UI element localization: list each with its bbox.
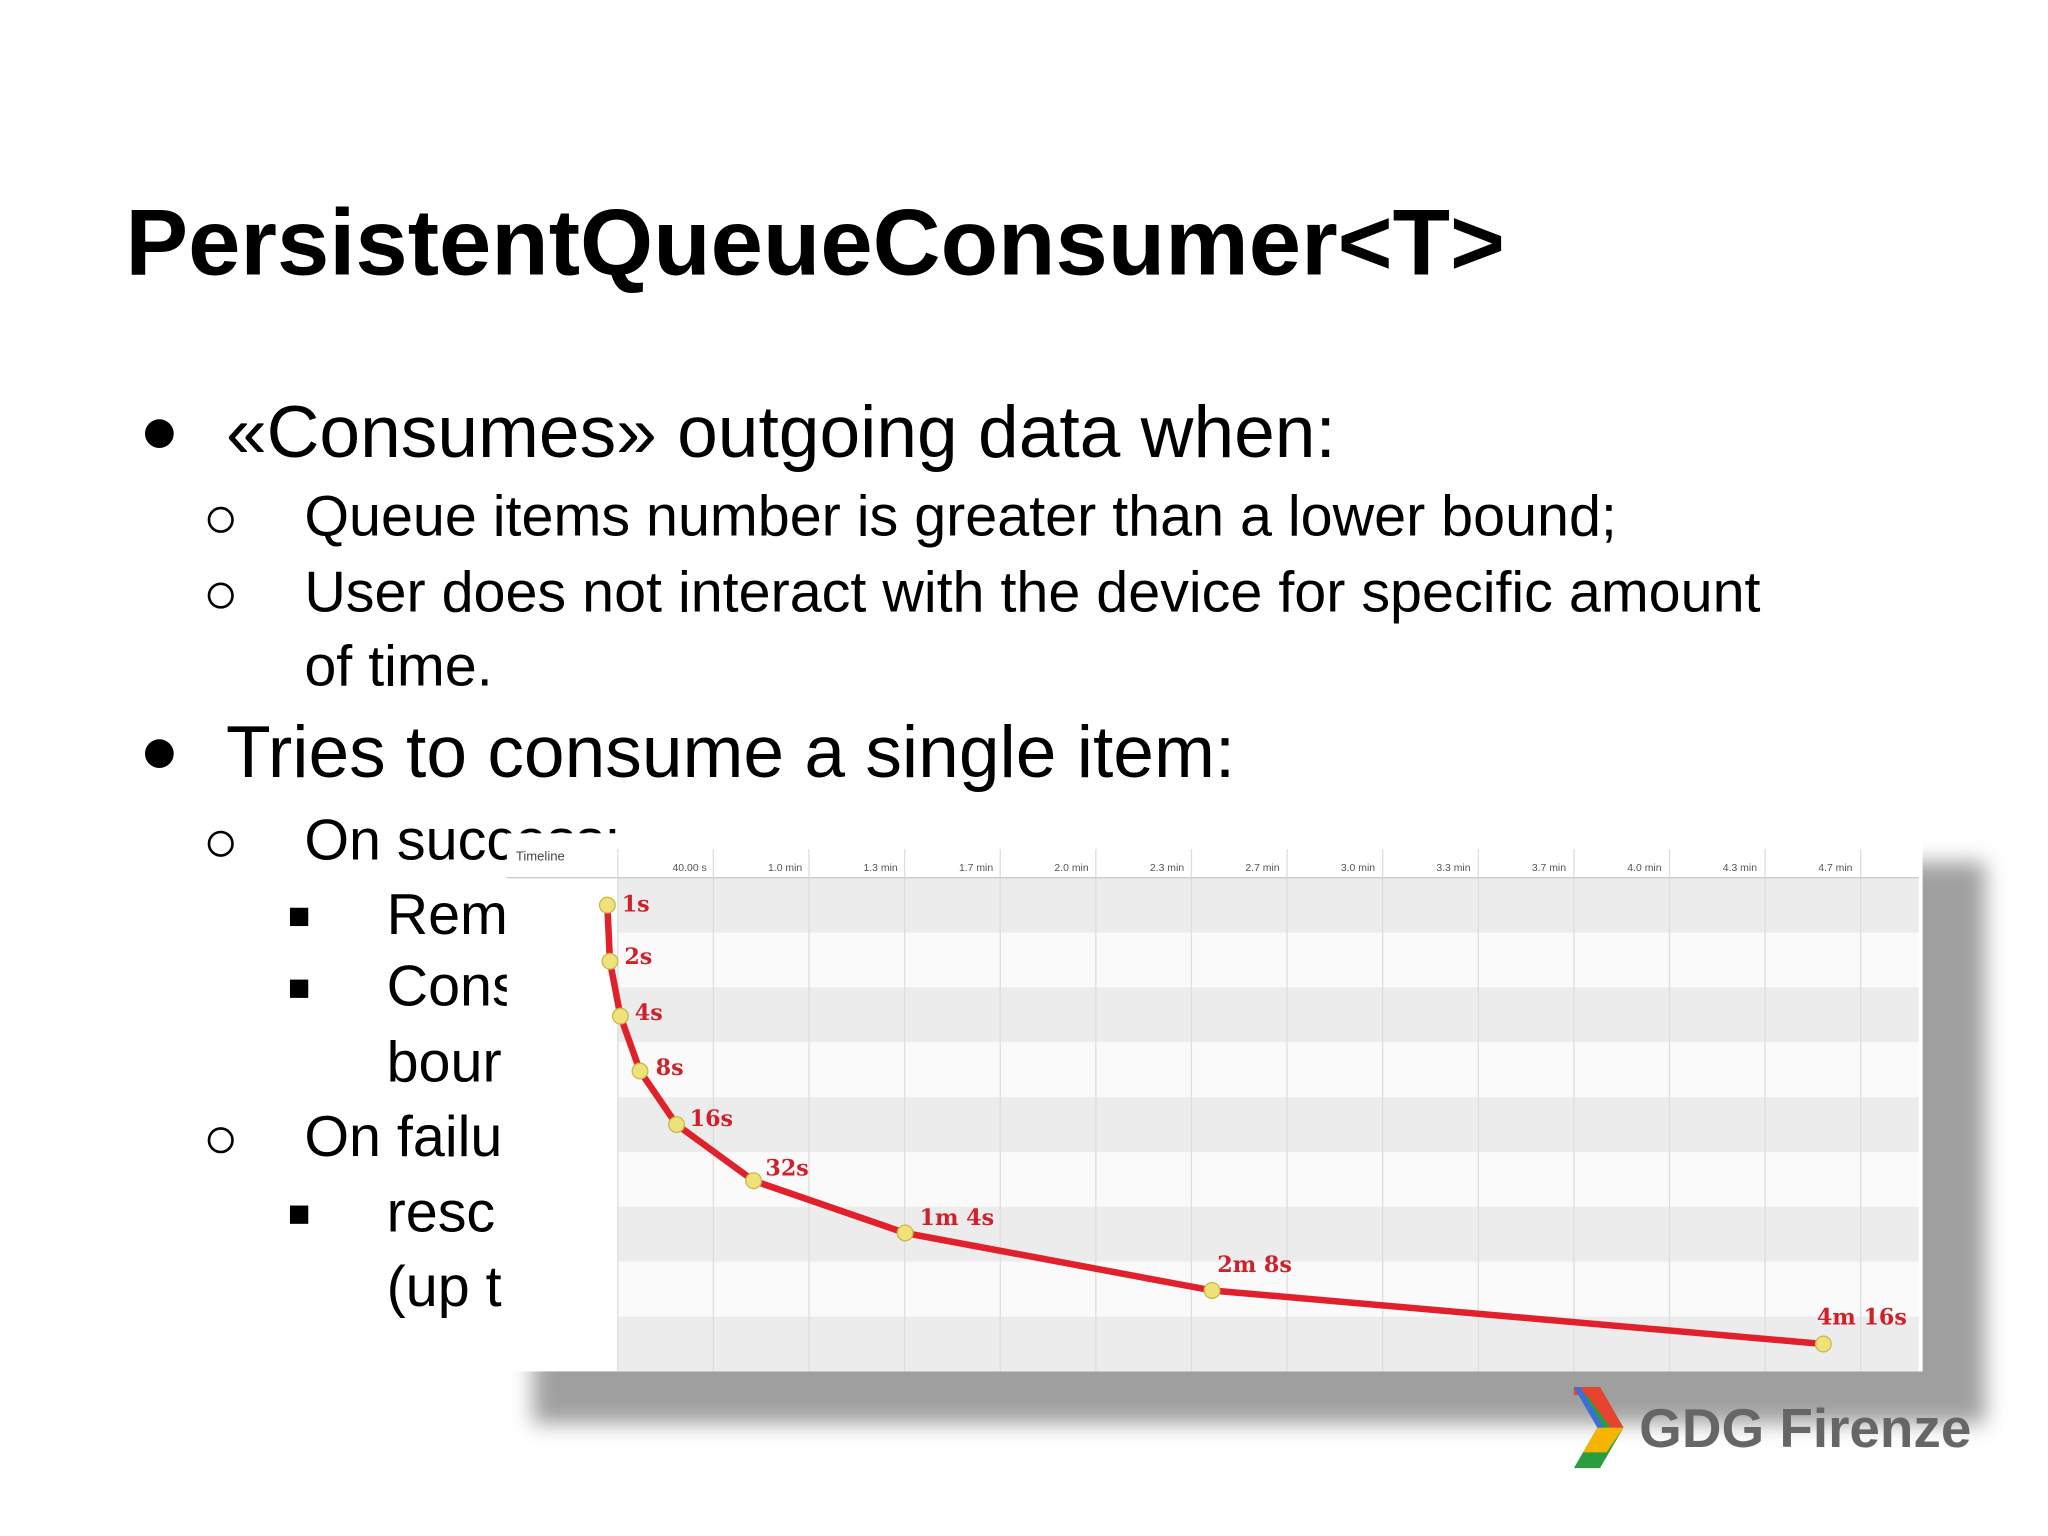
bullet-dot xyxy=(144,419,174,448)
tick-label: 2.7 min xyxy=(1245,863,1279,874)
point-label: 4s xyxy=(635,1000,663,1026)
bullet-text: (up t xyxy=(387,1255,502,1319)
point-label: 8s xyxy=(656,1055,684,1081)
tick-labels: 40.00 s 1.0 min 1.3 min 1.7 min 2.0 min 2.3 m… xyxy=(673,863,1853,874)
bullet-ring xyxy=(207,830,234,857)
point-label: 4m 16s xyxy=(1817,1304,1907,1330)
curve-point xyxy=(896,1224,914,1242)
point-label: 2s xyxy=(624,944,652,970)
bullet-square xyxy=(289,907,309,927)
row-stripe xyxy=(617,1152,1919,1207)
timeline-image: Timeline 40.00 s 1.0 min 1.3 min 1.7 min 2.0… xyxy=(506,833,1986,1424)
logo-chevron-yellow xyxy=(1583,1427,1624,1453)
bullet-ring xyxy=(207,1127,234,1154)
curve-point xyxy=(668,1116,686,1134)
bullet-text: User does not interact with the device f… xyxy=(304,560,1760,624)
tick-label: 40.00 s xyxy=(673,863,707,874)
bullet-text: On failu xyxy=(304,1105,502,1169)
bullet-text: Queue items number is greater than a low… xyxy=(304,485,1617,549)
curve-point xyxy=(1814,1335,1832,1353)
row-stripe xyxy=(617,932,1919,988)
tick-label: 2.0 min xyxy=(1054,863,1088,874)
bullet-list: «Consumes» outgoing data when: Queue item… xyxy=(144,392,1761,1319)
point-label: 32s xyxy=(765,1156,808,1182)
row-stripe xyxy=(617,1206,1919,1262)
bullet-ring xyxy=(207,506,234,533)
tick-label: 1.0 min xyxy=(768,863,802,874)
bullet-text: Cons xyxy=(387,955,521,1019)
timeline-label: Timeline xyxy=(516,849,565,864)
row-stripe xyxy=(617,987,1919,1043)
point-label: 16s xyxy=(690,1106,733,1132)
tick-label: 4.7 min xyxy=(1818,863,1852,874)
bullet-text: Tries to consume a single item: xyxy=(226,712,1235,793)
row-stripe xyxy=(617,1097,1919,1152)
logo: GDG Firenze xyxy=(1573,1387,1971,1469)
tick-label: 4.3 min xyxy=(1723,863,1757,874)
tick-label: 3.3 min xyxy=(1436,863,1470,874)
row-stripe xyxy=(617,1316,1919,1372)
curve-point xyxy=(631,1062,649,1080)
tick-label: 1.7 min xyxy=(959,863,993,874)
logo-chevron-red xyxy=(1573,1387,1624,1428)
grid xyxy=(506,848,1919,1372)
logo-chevron-blue xyxy=(1573,1387,1604,1428)
curve-point xyxy=(1203,1281,1221,1299)
curve-point xyxy=(598,896,616,914)
tick-label: 2.3 min xyxy=(1150,863,1184,874)
bullet-ring xyxy=(207,582,234,609)
bullet-text: of time. xyxy=(304,635,492,699)
bullet-square xyxy=(289,979,309,998)
point-label: 1m 4s xyxy=(920,1205,995,1231)
row-stripes xyxy=(617,877,1919,1372)
bullet-text: «Consumes» outgoing data when: xyxy=(226,392,1336,473)
tick-label: 4.0 min xyxy=(1627,863,1661,874)
curve-point xyxy=(601,952,619,970)
row-stripe xyxy=(617,1261,1919,1317)
logo-text: GDG Firenze xyxy=(1639,1397,1971,1459)
bullet-text: resc xyxy=(387,1181,496,1245)
tick-label: 1.3 min xyxy=(863,863,897,874)
point-label: 1s xyxy=(622,892,650,918)
curve-point xyxy=(611,1007,629,1025)
bullet-square xyxy=(289,1205,309,1224)
row-stripe xyxy=(617,1042,1919,1098)
bullet-dot xyxy=(144,739,174,768)
tick-label: 3.0 min xyxy=(1341,863,1375,874)
point-label: 2m 8s xyxy=(1217,1252,1292,1278)
tick-label: 3.7 min xyxy=(1532,863,1566,874)
row-stripe xyxy=(617,877,1919,933)
bullet-text: bour xyxy=(387,1030,502,1094)
bullet-text: Rem xyxy=(387,883,508,947)
curve-point xyxy=(745,1172,763,1190)
slide-title: PersistentQueueConsumer<T> xyxy=(125,189,1505,294)
